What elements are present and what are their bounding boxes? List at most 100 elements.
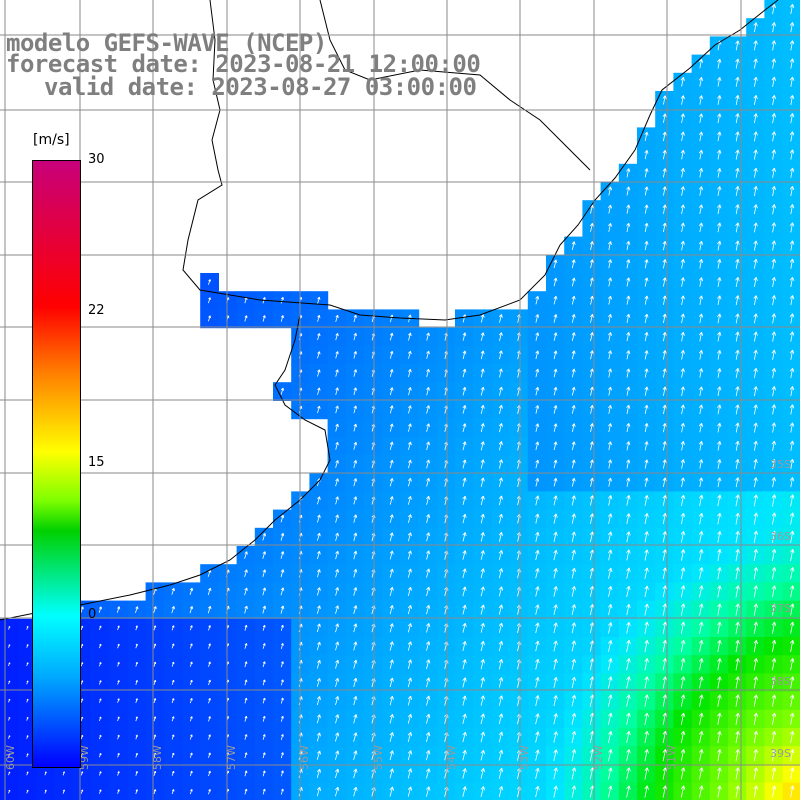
- wind-arrow: [353, 732, 358, 742]
- wind-arrow: [753, 258, 758, 269]
- wind-arrow: [626, 712, 631, 725]
- wind-arrow: [117, 716, 120, 722]
- wind-arrow: [117, 698, 120, 703]
- wind-arrow: [607, 495, 613, 506]
- wind-arrow: [426, 495, 431, 505]
- wind-arrow: [8, 680, 11, 685]
- wind-arrow: [717, 204, 722, 215]
- wind-arrow: [680, 331, 685, 342]
- wind-arrow: [680, 113, 685, 123]
- wind-arrow: [735, 186, 740, 196]
- wind-arrow: [698, 295, 704, 305]
- wind-arrow: [389, 750, 394, 761]
- wind-arrow: [407, 695, 413, 706]
- wind-arrow: [735, 548, 740, 562]
- wind-arrow: [244, 587, 248, 596]
- wind-arrow: [626, 222, 631, 232]
- wind-arrow: [262, 661, 266, 668]
- wind-arrow: [680, 549, 686, 561]
- wind-arrow: [135, 752, 138, 758]
- wind-arrow: [735, 113, 740, 124]
- wind-arrow: [335, 387, 339, 396]
- wind-arrow: [244, 551, 248, 559]
- wind-arrow: [480, 604, 485, 615]
- wind-arrow: [607, 441, 612, 451]
- wind-arrow: [589, 332, 594, 342]
- wind-arrow: [535, 695, 540, 707]
- wind-arrow: [680, 240, 685, 251]
- wind-arrow: [789, 621, 795, 634]
- wind-arrow: [698, 113, 704, 123]
- lat-label: 36S: [770, 530, 791, 543]
- wind-arrow: [680, 459, 685, 469]
- wind-arrow: [626, 459, 631, 469]
- wind-arrow: [553, 676, 558, 688]
- wind-arrow: [717, 494, 722, 507]
- wind-arrow: [153, 734, 157, 740]
- wind-arrow: [389, 387, 394, 396]
- wind-arrow: [317, 569, 321, 578]
- wind-arrow: [753, 131, 758, 142]
- wind-arrow: [626, 477, 631, 487]
- lat-label: 38S: [770, 675, 791, 688]
- wind-arrow: [335, 496, 339, 505]
- wind-arrow: [117, 771, 120, 776]
- wind-arrow: [407, 677, 412, 688]
- wind-arrow: [717, 258, 722, 269]
- wind-arrow: [389, 532, 394, 542]
- wind-arrow: [407, 786, 413, 797]
- lon-label: 51W: [665, 745, 678, 770]
- wind-arrow: [208, 697, 211, 704]
- wind-arrow: [280, 569, 285, 578]
- wind-arrow: [335, 623, 339, 633]
- wind-arrow: [262, 605, 267, 614]
- wind-arrow: [626, 277, 631, 287]
- wind-arrow: [280, 315, 284, 322]
- wind-arrow: [698, 168, 704, 178]
- wind-arrow: [316, 750, 321, 760]
- lon-label: 54W: [445, 745, 458, 770]
- wind-arrow: [771, 676, 777, 689]
- wind-arrow: [117, 734, 120, 740]
- wind-arrow: [771, 167, 776, 178]
- wind-arrow: [316, 696, 321, 706]
- wind-arrow: [589, 441, 594, 451]
- wind-arrow: [80, 680, 84, 685]
- wind-arrow: [335, 460, 339, 468]
- wind-arrow: [717, 386, 722, 397]
- lon-label: 60W: [4, 745, 17, 770]
- wind-arrow: [771, 113, 776, 124]
- wind-speed-cell: [782, 782, 800, 800]
- wind-arrow: [280, 514, 285, 523]
- wind-arrow: [135, 698, 138, 704]
- wind-arrow: [607, 640, 613, 652]
- wind-arrow: [207, 605, 212, 614]
- wind-arrow: [662, 350, 667, 360]
- wind-arrow: [262, 752, 266, 759]
- wind-arrow: [317, 550, 321, 560]
- wind-arrow: [389, 350, 394, 359]
- wind-arrow: [771, 621, 777, 634]
- wind-arrow: [353, 696, 358, 706]
- wind-arrow: [662, 331, 667, 342]
- wind-arrow: [408, 387, 412, 396]
- title-valid-date: valid date: 2023-08-27 03:00:00: [44, 73, 477, 101]
- wind-arrow: [626, 404, 631, 414]
- wind-arrow: [553, 459, 558, 469]
- wind-arrow: [771, 276, 776, 288]
- wind-arrow: [789, 204, 795, 215]
- wind-arrow: [735, 658, 740, 671]
- wind-arrow: [171, 679, 175, 685]
- wind-arrow: [353, 605, 358, 615]
- wind-arrow: [644, 567, 649, 579]
- wind-arrow: [626, 368, 631, 378]
- wind-arrow: [317, 369, 321, 377]
- grid-labels: 60W 59W 58W 57W 56W 55W 54W 53W 52W 51W 35S 36S 37S 3…: [4, 458, 791, 770]
- wind-arrow: [480, 550, 485, 560]
- wind-arrow: [608, 676, 613, 689]
- wind-arrow: [8, 789, 11, 794]
- wind-arrow: [626, 603, 631, 616]
- wind-arrow: [698, 240, 704, 251]
- wind-arrow: [280, 734, 284, 741]
- lon-label: 55W: [372, 745, 385, 770]
